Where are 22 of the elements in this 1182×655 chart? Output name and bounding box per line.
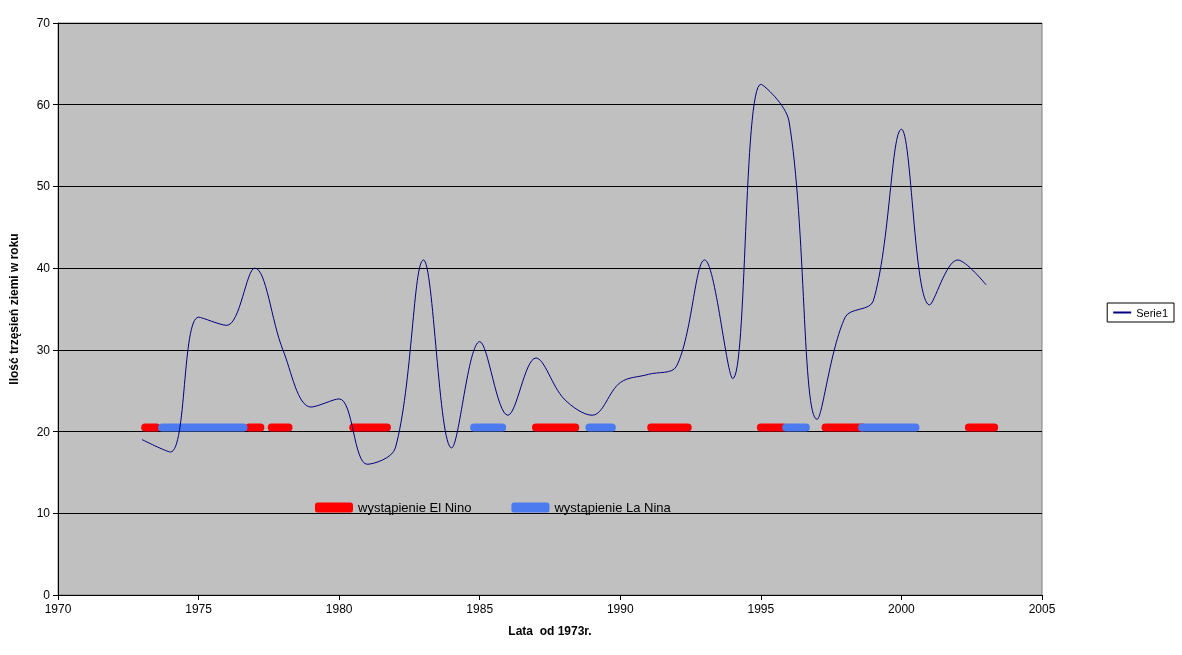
- y-tick-label: 10: [36, 506, 51, 521]
- x-tick-label: 1980: [325, 602, 353, 616]
- x-tick-label: 1975: [185, 602, 213, 616]
- y-tick-label: 70: [36, 16, 51, 30]
- y-tick-label: 60: [36, 97, 51, 112]
- y-axis-title: Ilość trzęsień ziemi w roku: [7, 233, 21, 385]
- y-tick-label: 30: [36, 342, 51, 357]
- x-tick-label: 1990: [606, 602, 634, 616]
- legend-label: wystąpienie La Nina: [553, 500, 672, 515]
- x-tick-label: 2000: [888, 602, 916, 616]
- y-tick-label: 20: [36, 424, 51, 439]
- x-tick-label: 1970: [44, 602, 72, 616]
- x-tick-label: 1995: [747, 602, 775, 616]
- y-tick-label: 50: [36, 179, 51, 194]
- x-tick-label: 1985: [466, 602, 494, 616]
- x-axis-title: Lata od 1973r.: [508, 624, 592, 638]
- x-tick-label: 2005: [1028, 602, 1056, 616]
- legend-label: wystąpienie El Nino: [357, 500, 472, 515]
- line-series: [141, 83, 987, 465]
- y-tick-label: 40: [36, 261, 51, 276]
- y-tick-label: 0: [43, 588, 51, 602]
- legend-label: Serie1: [1136, 306, 1168, 319]
